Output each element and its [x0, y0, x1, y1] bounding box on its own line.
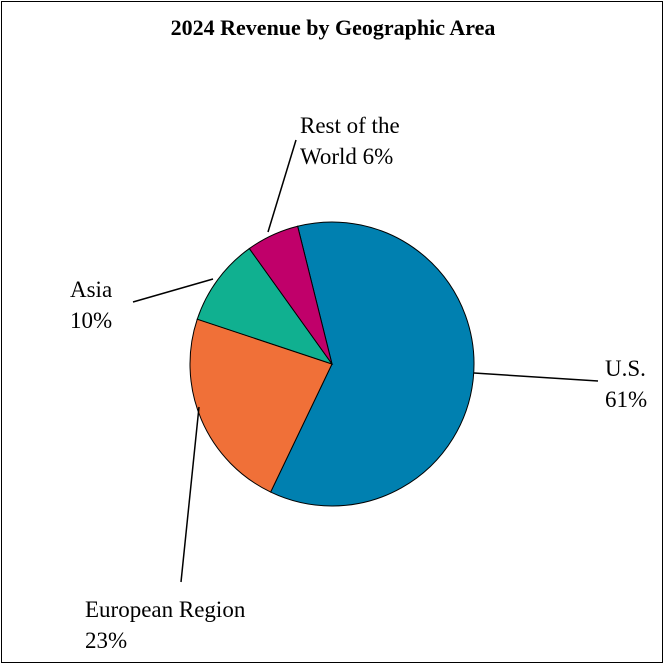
value-label: 6% [362, 144, 394, 169]
leader-lines [132, 139, 599, 583]
category-label: European Region [85, 597, 246, 622]
slice-label: U.S. 61% [605, 353, 665, 415]
value-label: 10% [70, 308, 113, 333]
slice-label: Rest of the World 6% [300, 110, 425, 172]
leader-line [267, 139, 297, 233]
slice-label: European Region 23% [85, 594, 285, 656]
pie-slice [248, 225, 333, 365]
chart-title: 2024 Revenue by Geographic Area [171, 15, 496, 40]
value-label: 23% [85, 628, 128, 653]
leader-line [180, 406, 200, 583]
pie-slice [196, 247, 334, 365]
category-label: Asia [70, 277, 113, 302]
pie-slice [269, 221, 475, 507]
pie-slice [189, 318, 333, 493]
leader-line [473, 372, 599, 382]
category-label: U.S. [605, 356, 646, 381]
category-label: Rest of the World [300, 113, 400, 169]
value-label: 61% [605, 387, 648, 412]
leader-line [132, 278, 214, 303]
slice-label: Asia 10% [70, 274, 130, 336]
